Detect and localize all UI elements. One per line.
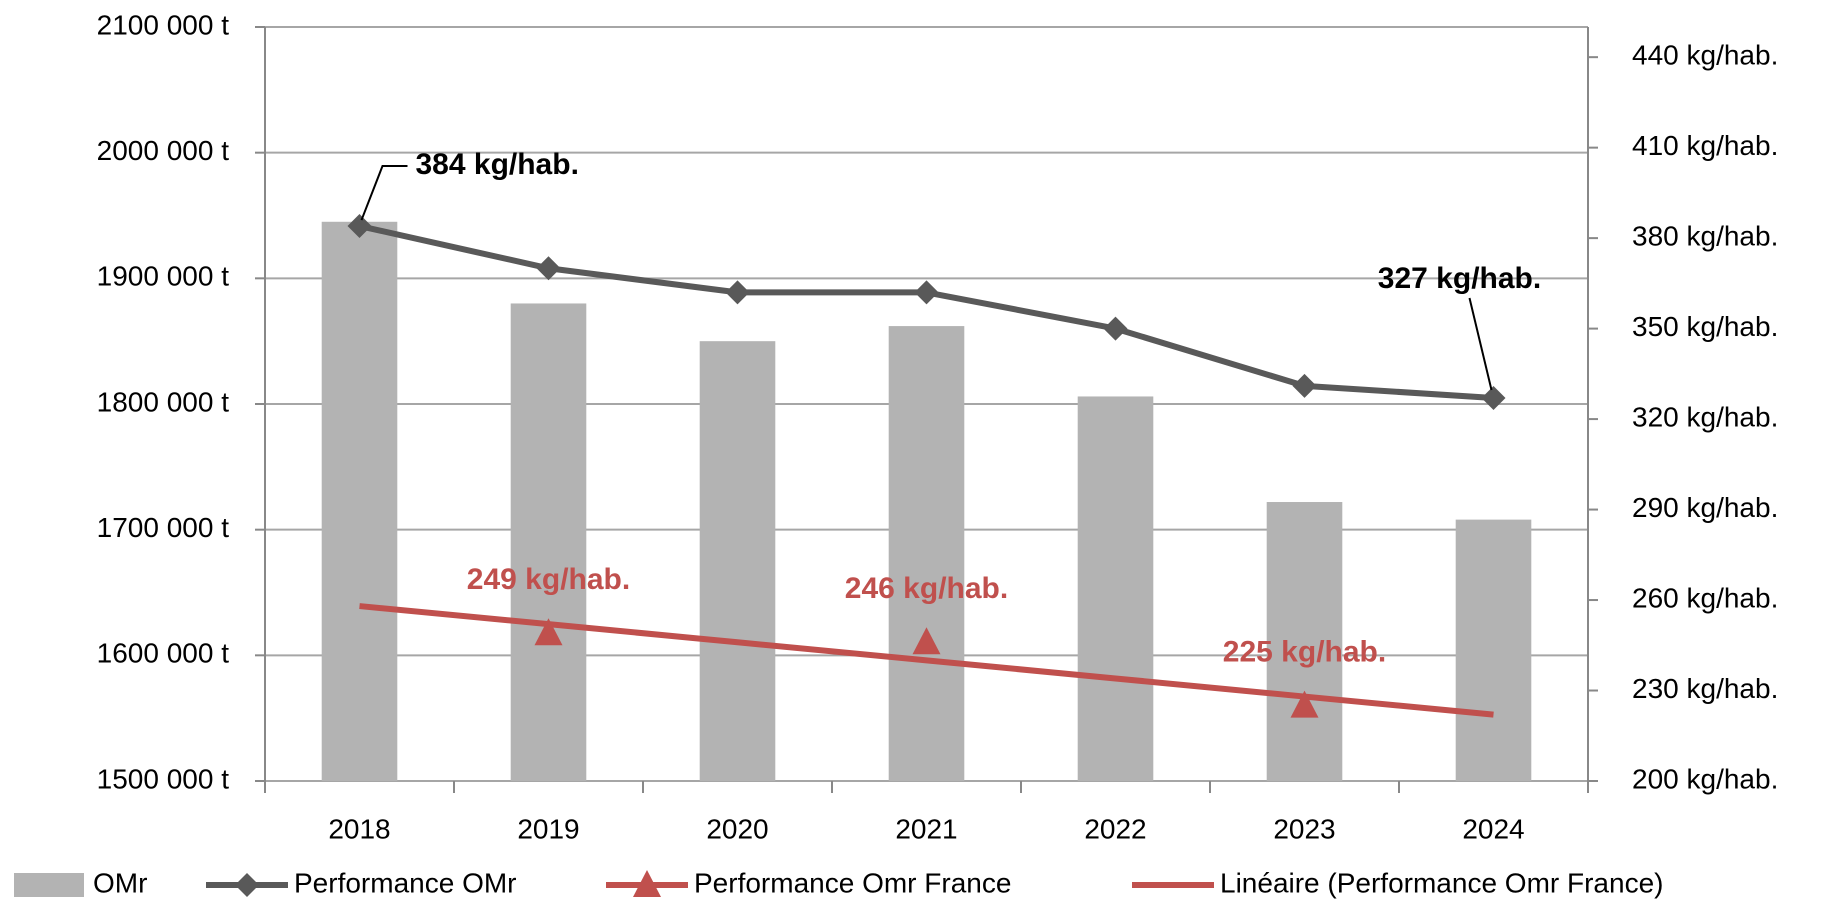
y2-tick-label: 200 kg/hab.: [1632, 763, 1778, 794]
marker: [914, 280, 939, 305]
marker: [347, 214, 372, 239]
line: [359, 603, 1494, 718]
data-label: 327 kg/hab.: [1378, 262, 1541, 295]
bar: [1077, 396, 1154, 781]
y-tick-label: 1500 000 t: [97, 763, 230, 794]
bar: [1455, 519, 1532, 781]
y-tick-label: 2000 000 t: [97, 135, 230, 166]
legend-label: Performance OMr: [294, 867, 517, 898]
legend-marker: [235, 873, 259, 897]
data-label: 246 kg/hab.: [845, 572, 1008, 605]
leader-line: [360, 165, 408, 221]
marker: [1481, 385, 1506, 410]
marker: [912, 627, 941, 655]
x-tick-label: 2023: [1273, 813, 1335, 844]
x-tick-label: 2019: [517, 813, 579, 844]
marker: [1292, 373, 1317, 398]
y-tick-label: 1600 000 t: [97, 638, 230, 669]
legend-label: Linéaire (Performance Omr France): [1220, 867, 1663, 898]
y2-tick-label: 410 kg/hab.: [1632, 130, 1778, 161]
marker: [725, 280, 750, 305]
x-tick-label: 2021: [895, 813, 957, 844]
marker: [1290, 690, 1319, 718]
x-tick-label: 2024: [1462, 813, 1524, 844]
legend-label: OMr: [93, 867, 147, 898]
y-tick-label: 2100 000 t: [97, 9, 230, 40]
y2-tick-label: 440 kg/hab.: [1632, 40, 1778, 71]
x-tick-label: 2020: [706, 813, 768, 844]
legend-swatch: [14, 873, 84, 897]
bar: [1266, 502, 1343, 781]
y2-tick-label: 290 kg/hab.: [1632, 492, 1778, 523]
bar: [321, 221, 398, 782]
data-label: 249 kg/hab.: [467, 563, 630, 596]
y2-tick-label: 380 kg/hab.: [1632, 221, 1778, 252]
data-label: 225 kg/hab.: [1223, 636, 1386, 669]
marker: [536, 256, 561, 281]
legend-label: Performance Omr France: [694, 867, 1011, 898]
marker: [534, 618, 563, 646]
bar: [699, 341, 776, 781]
bar: [888, 326, 965, 781]
legend-marker: [633, 870, 661, 897]
y2-tick-label: 350 kg/hab.: [1632, 311, 1778, 342]
x-tick-label: 2018: [328, 813, 390, 844]
bar: [510, 303, 587, 781]
leader-line: [1468, 297, 1493, 391]
y-tick-label: 1700 000 t: [97, 512, 230, 543]
y2-tick-label: 230 kg/hab.: [1632, 673, 1778, 704]
y-tick-label: 1800 000 t: [97, 386, 230, 417]
marker: [1103, 316, 1128, 341]
data-label: 384 kg/hab.: [416, 148, 579, 181]
y2-tick-label: 320 kg/hab.: [1632, 401, 1778, 432]
y2-tick-label: 260 kg/hab.: [1632, 582, 1778, 613]
y-tick-label: 1900 000 t: [97, 261, 230, 292]
x-tick-label: 2022: [1084, 813, 1146, 844]
